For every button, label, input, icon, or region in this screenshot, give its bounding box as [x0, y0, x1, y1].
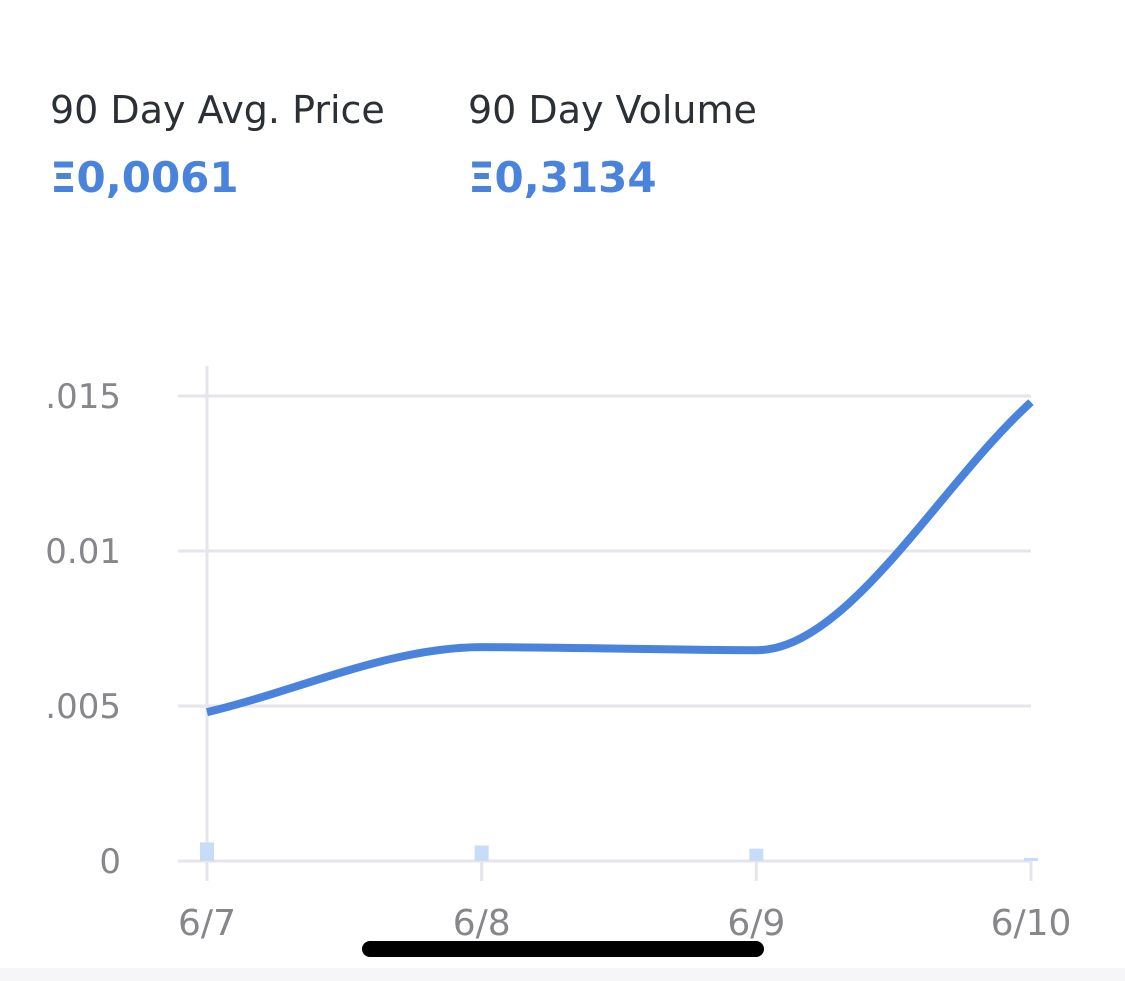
volume-stat: 90 Day Volume Ξ0,3134	[468, 88, 757, 202]
x-tick-label: 6/10	[991, 903, 1072, 944]
volume-label: 90 Day Volume	[468, 88, 757, 132]
home-indicator[interactable]	[362, 941, 764, 957]
bottom-strip	[0, 968, 1125, 981]
x-tick-label: 6/7	[178, 903, 236, 944]
avg-price-value: Ξ0,0061	[50, 153, 239, 202]
stats-header: 90 Day Avg. Price Ξ0,0061 90 Day Volume …	[50, 88, 1050, 208]
avg-price-stat: 90 Day Avg. Price Ξ0,0061	[50, 88, 385, 202]
y-tick-label: .005	[45, 687, 121, 727]
volume-value: Ξ0,3134	[468, 153, 657, 202]
volume-bar	[749, 848, 764, 861]
x-tick-label: 6/9	[727, 903, 785, 944]
avg-price-label: 90 Day Avg. Price	[50, 88, 385, 132]
volume-bar	[1024, 857, 1038, 861]
y-tick-label: 0	[99, 842, 121, 882]
y-tick-label: 0.01	[45, 532, 121, 572]
volume-bar	[474, 845, 489, 861]
y-tick-label: .015	[45, 377, 121, 417]
volume-bar	[200, 842, 214, 861]
x-tick-label: 6/8	[453, 903, 511, 944]
price-line	[206, 399, 1034, 717]
